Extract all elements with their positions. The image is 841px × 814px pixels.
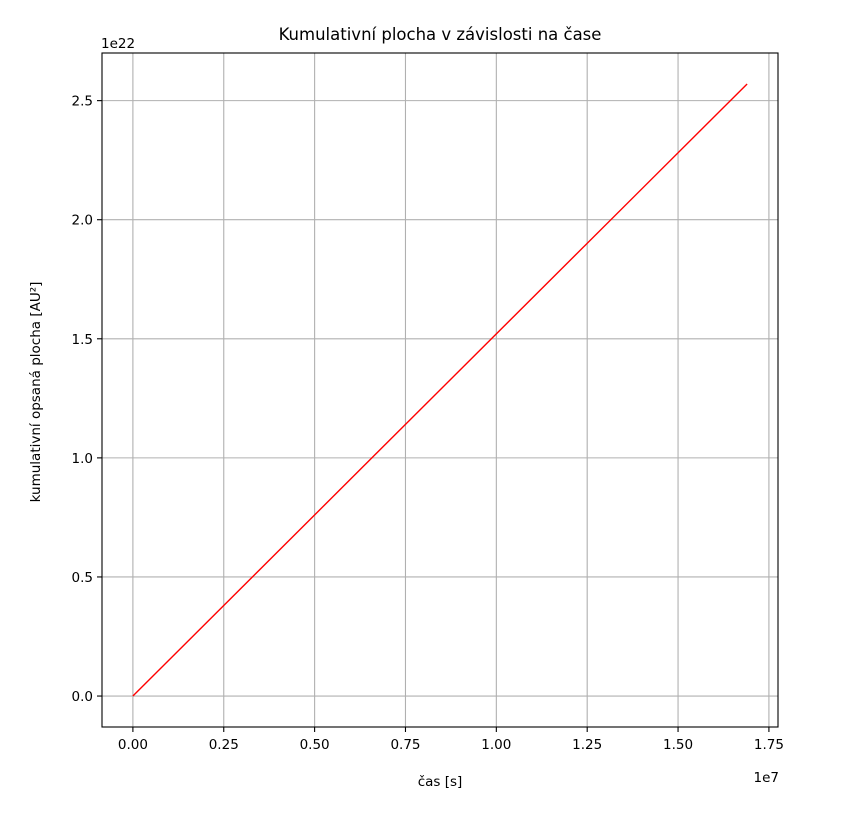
series-line <box>132 83 748 697</box>
chart-title: Kumulativní plocha v závislosti na čase <box>279 25 602 44</box>
y-tick-label: 0.0 <box>72 689 93 705</box>
y-tick-label: 1.0 <box>72 451 93 467</box>
tick-layer: 0.00 0.25 0.50 0.75 1.00 1.25 1.50 1.75 0.0 0.5 1.… <box>72 94 784 753</box>
y-tick-label: 2.5 <box>72 94 93 110</box>
y-tick-label: 2.0 <box>72 213 93 229</box>
x-axis-label: čas [s] <box>418 774 463 790</box>
plot-frame <box>101 52 779 728</box>
y-tick-label: 0.5 <box>72 570 93 586</box>
x-tick-label: 0.25 <box>209 737 239 753</box>
x-tick-label: 1.25 <box>572 737 602 753</box>
y-axis-offset-label: 1e22 <box>101 36 135 52</box>
y-axis-label: kumulativní opsaná plocha [AU²] <box>28 282 44 503</box>
series-layer <box>132 83 748 697</box>
y-tick-label: 1.5 <box>72 332 93 348</box>
grid-lines <box>102 53 778 727</box>
x-tick-label: 1.00 <box>481 737 511 753</box>
x-tick-label: 0.00 <box>118 737 148 753</box>
x-axis-offset-label: 1e7 <box>754 770 779 786</box>
x-tick-label: 1.75 <box>754 737 784 753</box>
x-tick-label: 1.50 <box>663 737 693 753</box>
x-tick-label: 0.50 <box>300 737 330 753</box>
x-tick-label: 0.75 <box>390 737 420 753</box>
